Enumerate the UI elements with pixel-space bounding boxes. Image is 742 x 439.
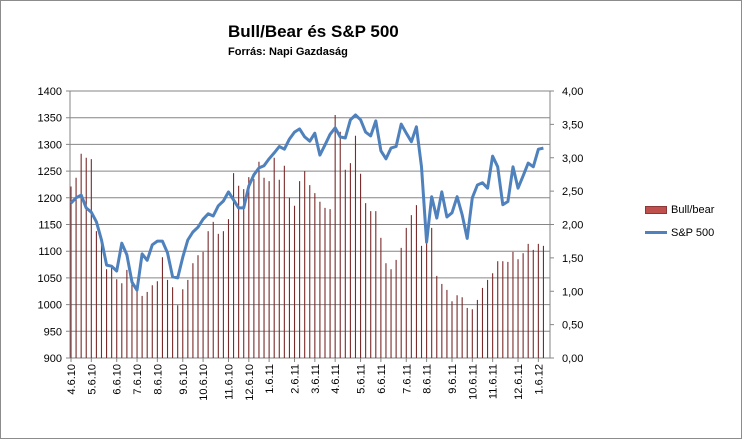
legend-item-bull-bear: Bull/bear — [645, 198, 714, 221]
left-axis-tick-label: 1050 — [38, 273, 62, 285]
legend-swatch-bar — [645, 205, 667, 214]
x-axis-tick-label: 5.6.11 — [356, 364, 368, 394]
x-axis-tick-label: 3.6.11 — [310, 364, 322, 394]
left-axis-tick-label: 900 — [44, 353, 62, 365]
x-axis-tick-label: 7.6.11 — [401, 364, 413, 394]
x-axis-tick-label: 7.6.10 — [132, 364, 144, 395]
sp500-line — [69, 113, 544, 292]
x-axis-tick-label: 2.6.11 — [290, 364, 302, 394]
left-axis-tick-label: 1150 — [38, 220, 62, 232]
right-axis-tick-label: 1,50 — [562, 253, 583, 265]
x-axis-tick-label: 11.6.11 — [488, 364, 500, 399]
x-axis-tick-label: 1.6.11 — [264, 364, 276, 394]
x-axis-tick-label: 8.6.10 — [152, 364, 164, 395]
chart-subtitle: Forrás: Napi Gazdaság — [228, 46, 348, 58]
right-axis-tick-label: 3,50 — [562, 119, 583, 131]
x-axis-tick-label: 4.6.11 — [330, 364, 342, 394]
x-axis-tick-label: 5.6.10 — [86, 364, 98, 395]
x-axis-tick-label: 12.6.11 — [513, 364, 525, 400]
right-axis-tick-label: 2,50 — [562, 186, 583, 198]
left-axis-tick-label: 1300 — [38, 139, 62, 151]
legend-item-sp500: S&P 500 — [645, 221, 714, 244]
right-axis-tick-label: 4,00 — [562, 86, 583, 98]
right-axis-tick-label: 0,00 — [562, 353, 583, 365]
legend-swatch-line — [645, 231, 667, 234]
chart-title: Bull/Bear és S&P 500 — [228, 22, 399, 41]
right-axis-tick-label: 0,50 — [562, 320, 583, 332]
x-axis-tick-label: 10.6.11 — [467, 364, 479, 400]
right-axis-tick-label: 1,00 — [562, 286, 583, 298]
x-axis-tick-label: 8.6.11 — [422, 364, 434, 394]
x-axis-tick-label: 1.6.12 — [533, 364, 545, 395]
left-axis-tick-label: 1250 — [38, 166, 62, 178]
x-axis-tick-label: 11.6.10 — [223, 364, 235, 400]
x-axis-tick-label: 9.6.10 — [178, 364, 190, 395]
x-axis-tick-label: 4.6.10 — [66, 364, 78, 395]
legend: Bull/bear S&P 500 — [645, 198, 714, 244]
right-axis-tick-label: 3,00 — [562, 153, 583, 165]
legend-label: Bull/bear — [671, 203, 715, 216]
left-axis-tick-label: 1400 — [38, 86, 62, 98]
left-axis-tick-label: 1350 — [38, 113, 62, 125]
legend-label: S&P 500 — [671, 226, 715, 239]
left-axis-tick-label: 950 — [44, 326, 62, 338]
x-axis-tick-label: 9.6.11 — [447, 364, 459, 394]
x-axis-tick-label: 12.6.10 — [244, 364, 256, 401]
x-axis-tick-label: 10.6.10 — [198, 364, 210, 401]
x-axis-tick-label: 6.6.11 — [376, 364, 388, 394]
left-axis-tick-label: 1200 — [38, 193, 62, 205]
x-axis-tick-label: 6.6.10 — [112, 364, 124, 395]
left-axis-tick-label: 1100 — [38, 246, 62, 258]
left-axis-tick-label: 1000 — [38, 300, 62, 312]
right-axis-tick-label: 2,00 — [562, 220, 583, 232]
